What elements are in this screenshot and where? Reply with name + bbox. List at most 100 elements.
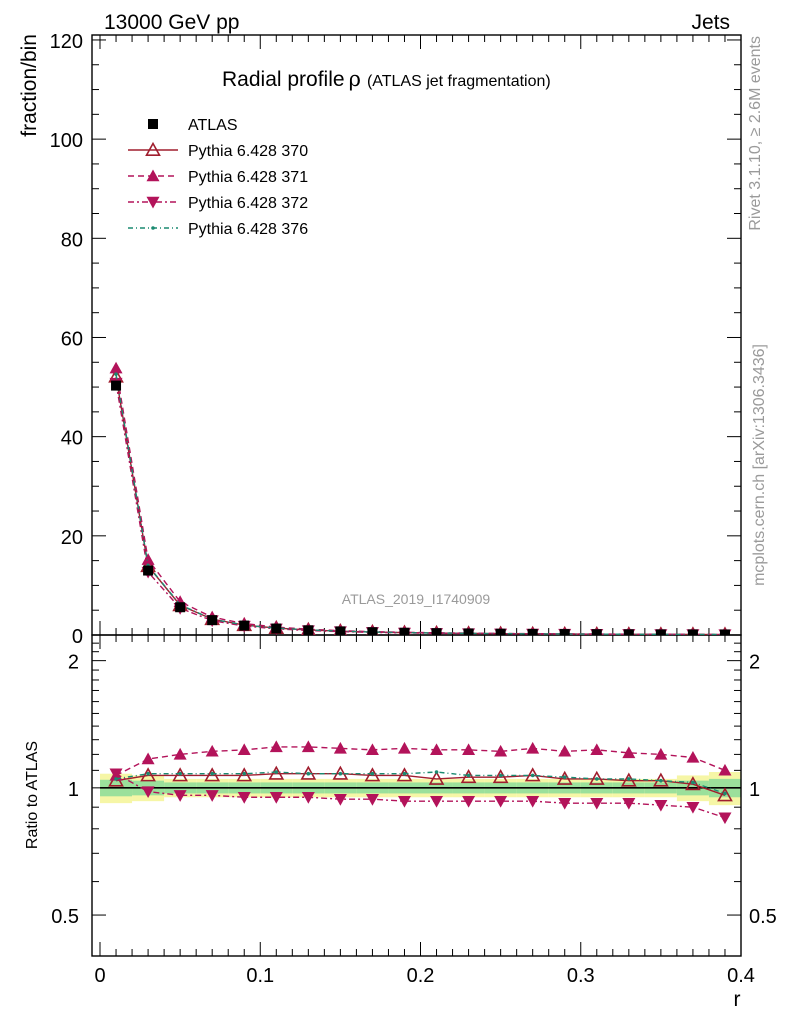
ratio-y-tick-label: 1 bbox=[68, 779, 79, 801]
y-tick-label: 100 bbox=[50, 130, 83, 152]
ratio-point-pythia-6-428-371 bbox=[397, 741, 411, 754]
ratio-point-pythia-6-428-371 bbox=[686, 750, 700, 763]
ratio-y-tick-label: 2 bbox=[68, 652, 79, 674]
ratio-point-pythia-6-428-371 bbox=[622, 746, 636, 759]
legend-marker-pythia-6-428-371 bbox=[146, 169, 160, 182]
point-atlas bbox=[431, 628, 442, 635]
ratio-point-pythia-6-428-371 bbox=[494, 744, 508, 757]
main-plot-series bbox=[108, 361, 732, 635]
point-atlas bbox=[687, 629, 698, 635]
x-tick-label: 0.2 bbox=[407, 965, 435, 987]
ratio-y-tick-label-right: 1 bbox=[749, 779, 760, 801]
ratio-point-pythia-6-428-370 bbox=[204, 767, 221, 782]
ratio-point-pythia-6-428-376 bbox=[594, 777, 599, 781]
legend-label-pythia-6-428-370: Pythia 6.428 370 bbox=[188, 143, 308, 160]
point-atlas bbox=[559, 629, 570, 635]
legend: ATLAS Pythia 6.428 370 Pythia 6.428 371 Pyt… bbox=[128, 117, 308, 238]
point-atlas bbox=[655, 629, 666, 635]
ratio-point-pythia-6-428-372 bbox=[333, 794, 347, 806]
ratio-y-tick-label: 0.5 bbox=[51, 906, 79, 928]
point-atlas bbox=[111, 380, 122, 391]
side-label-bottom: mcplots.cern.ch [arXiv:1306.3436] bbox=[751, 344, 768, 586]
ratio-point-pythia-6-428-372 bbox=[462, 795, 476, 808]
x-tick-label: 0.1 bbox=[246, 965, 274, 987]
ratio-point-pythia-6-428-370 bbox=[428, 770, 445, 785]
ratio-point-pythia-6-428-371 bbox=[333, 741, 347, 754]
ratio-point-pythia-6-428-372 bbox=[237, 792, 251, 804]
ratio-point-pythia-6-428-371 bbox=[462, 743, 476, 756]
y-tick-label: 40 bbox=[61, 428, 83, 450]
ratio-point-pythia-6-428-376 bbox=[562, 775, 567, 779]
point-atlas bbox=[367, 627, 378, 635]
ratio-point-pythia-6-428-372 bbox=[622, 797, 636, 810]
y-tick-label: 20 bbox=[61, 527, 83, 549]
legend-label-pythia-6-428-371: Pythia 6.428 371 bbox=[188, 169, 308, 186]
y-tick-label: 0 bbox=[72, 626, 83, 648]
ratio-y-tick-label-right: 2 bbox=[749, 652, 760, 674]
ratio-point-pythia-6-428-372 bbox=[654, 799, 668, 812]
point-atlas bbox=[463, 628, 474, 635]
ratio-point-pythia-6-428-371 bbox=[526, 741, 540, 754]
x-tick-label: 0 bbox=[94, 965, 105, 987]
ratio-point-pythia-6-428-376 bbox=[402, 771, 407, 776]
ratio-point-pythia-6-428-370 bbox=[492, 769, 509, 784]
point-atlas bbox=[239, 620, 250, 631]
y-tick-label: 120 bbox=[50, 31, 83, 53]
ratio-point-pythia-6-428-376 bbox=[434, 770, 439, 774]
point-atlas bbox=[719, 629, 730, 635]
point-atlas bbox=[527, 628, 538, 635]
ratio-point-pythia-6-428-376 bbox=[691, 780, 695, 785]
point-atlas bbox=[175, 602, 186, 613]
ratio-line-pythia-6-428-372 bbox=[115, 773, 726, 819]
ratio-point-pythia-6-428-371 bbox=[365, 743, 379, 756]
ratio-plot-series bbox=[108, 740, 733, 825]
ratio-point-pythia-6-428-370 bbox=[524, 767, 541, 782]
point-atlas bbox=[495, 628, 506, 635]
point-pythia-6-428-371 bbox=[141, 553, 155, 565]
x-axis-label: r bbox=[734, 988, 741, 1011]
uncertainty-band bbox=[100, 772, 741, 806]
ratio-point-pythia-6-428-372 bbox=[526, 795, 540, 808]
ratio-point-pythia-6-428-370 bbox=[172, 767, 188, 782]
point-atlas bbox=[271, 623, 282, 634]
ratio-point-pythia-6-428-376 bbox=[338, 771, 343, 776]
ratio-point-pythia-6-428-371 bbox=[654, 747, 668, 760]
point-atlas bbox=[207, 615, 218, 626]
ratio-point-pythia-6-428-376 bbox=[178, 771, 182, 776]
axes: 0 20 40 60 80 100 120 0 0.1 0.2 0.3 0.4 0.5 0.5 1 1 2 2 bbox=[50, 31, 777, 987]
ratio-point-pythia-6-428-370 bbox=[717, 787, 733, 802]
ratio-point-pythia-6-428-371 bbox=[237, 743, 251, 756]
ratio-point-pythia-6-428-370 bbox=[268, 765, 285, 780]
watermark: ATLAS_2019_I1740909 bbox=[342, 591, 491, 607]
ratio-line-pythia-6-428-371 bbox=[115, 746, 726, 777]
ratio-point-pythia-6-428-371 bbox=[718, 763, 732, 776]
ratio-point-pythia-6-428-376 bbox=[210, 771, 214, 776]
series-line-pythia-6-428-376 bbox=[115, 374, 725, 635]
point-atlas bbox=[399, 627, 410, 635]
ratio-point-pythia-6-428-371 bbox=[590, 743, 604, 756]
ratio-point-pythia-6-428-376 bbox=[530, 773, 535, 778]
ratio-point-pythia-6-428-370 bbox=[396, 767, 413, 782]
legend-label-atlas: ATLAS bbox=[188, 117, 238, 134]
point-pythia-6-428-371 bbox=[109, 361, 123, 374]
ratio-point-pythia-6-428-376 bbox=[627, 777, 631, 781]
ratio-y-axis-label: Ratio to ATLAS bbox=[24, 741, 41, 849]
chart-title: Radial profile ρ (ATLAS jet fragmentation) bbox=[222, 67, 551, 91]
ratio-line-pythia-6-428-376 bbox=[115, 771, 726, 795]
ratio-point-pythia-6-428-372 bbox=[558, 797, 572, 810]
ratio-point-pythia-6-428-372 bbox=[205, 790, 219, 802]
title-main: Radial profile bbox=[222, 68, 345, 91]
title-symbol: ρ bbox=[349, 67, 361, 91]
ratio-point-pythia-6-428-376 bbox=[659, 778, 663, 783]
ratio-point-pythia-6-428-376 bbox=[146, 771, 150, 776]
ratio-point-pythia-6-428-372 bbox=[109, 768, 123, 781]
ratio-point-pythia-6-428-372 bbox=[397, 795, 411, 808]
y-tick-label: 80 bbox=[61, 229, 83, 251]
ratio-point-pythia-6-428-372 bbox=[365, 794, 379, 806]
ratio-point-pythia-6-428-376 bbox=[498, 773, 503, 778]
legend-marker-pythia-6-428-376 bbox=[151, 226, 155, 230]
ratio-point-pythia-6-428-372 bbox=[590, 797, 604, 810]
title-sub: (ATLAS jet fragmentation) bbox=[367, 73, 551, 90]
ratio-point-pythia-6-428-371 bbox=[141, 752, 155, 765]
